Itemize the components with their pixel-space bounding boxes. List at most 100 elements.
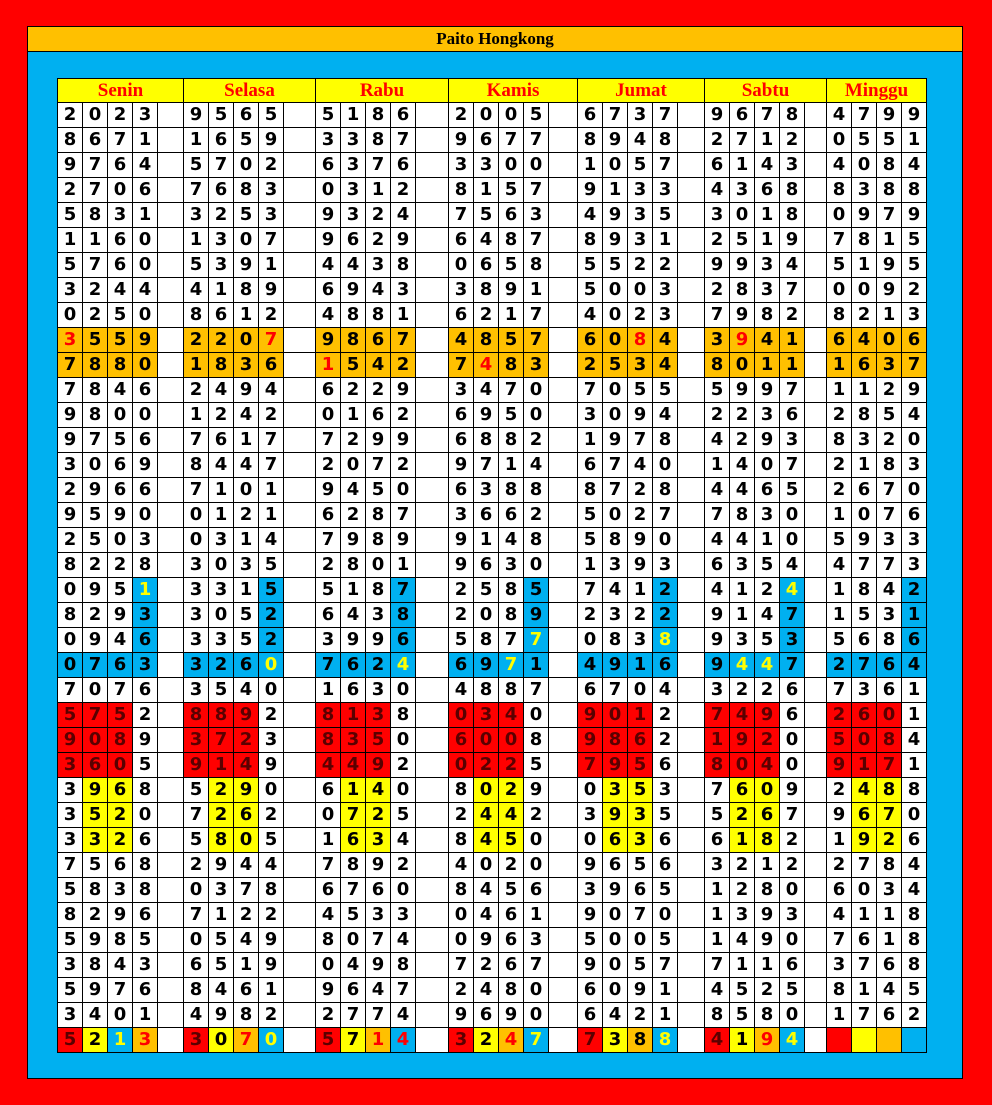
digit-cell: 2 (107, 827, 133, 853)
digit-cell: 0 (82, 102, 108, 128)
digit-cell: 3 (523, 352, 549, 378)
digit-cell: 7 (652, 502, 678, 528)
spacer-cell (283, 177, 316, 203)
spacer-cell (157, 652, 184, 678)
digit-cell: 6 (315, 602, 341, 628)
paito-panel: Paito Hongkong Senin Selasa Rabu Kamis Jumat… (27, 26, 963, 1079)
digit-cell: 0 (826, 277, 852, 303)
digit-cell: 2 (826, 852, 852, 878)
digit-cell: 3 (652, 277, 678, 303)
spacer-cell (804, 452, 827, 478)
digit-cell: 6 (315, 377, 341, 403)
page-title: Paito Hongkong (28, 27, 962, 52)
digit-cell: 5 (340, 902, 366, 928)
digit-cell: 0 (602, 302, 628, 328)
digit-cell: 7 (390, 327, 416, 353)
spacer-cell (548, 302, 578, 328)
spacer-cell (157, 727, 184, 753)
digit-cell: 9 (901, 377, 927, 403)
digit-cell: 2 (627, 502, 653, 528)
digit-cell: 6 (233, 977, 259, 1003)
digit-cell: 4 (258, 852, 284, 878)
digit-cell: 5 (602, 252, 628, 278)
digit-cell: 6 (729, 102, 755, 128)
spacer-cell (283, 702, 316, 728)
digit-cell: 9 (754, 902, 780, 928)
digit-cell: 3 (183, 552, 209, 578)
digit-cell: 3 (390, 902, 416, 928)
digit-cell: 6 (340, 977, 366, 1003)
digit-cell: 7 (851, 852, 877, 878)
digit-cell: 5 (602, 352, 628, 378)
digit-cell: 9 (876, 252, 902, 278)
digit-cell: 2 (473, 752, 499, 778)
digit-cell: 7 (82, 702, 108, 728)
digit-cell: 0 (390, 477, 416, 503)
digit-cell: 8 (779, 202, 805, 228)
digit-cell: 8 (498, 427, 524, 453)
digit-cell: 5 (826, 527, 852, 553)
digit-cell: 4 (826, 152, 852, 178)
digit-cell: 9 (729, 252, 755, 278)
digit-cell: 7 (901, 352, 927, 378)
digit-cell: 0 (57, 652, 83, 678)
digit-cell: 9 (448, 552, 474, 578)
spacer-cell (283, 852, 316, 878)
digit-cell: 8 (107, 927, 133, 953)
digit-cell (901, 1027, 927, 1053)
digit-cell: 4 (107, 952, 133, 978)
digit-cell: 3 (183, 727, 209, 753)
digit-cell: 8 (390, 252, 416, 278)
digit-cell: 5 (107, 577, 133, 603)
digit-cell: 4 (876, 977, 902, 1003)
digit-cell: 4 (390, 927, 416, 953)
digit-cell: 7 (826, 927, 852, 953)
digit-cell: 8 (132, 852, 158, 878)
digit-cell: 1 (57, 227, 83, 253)
digit-cell: 8 (82, 402, 108, 428)
digit-cell: 0 (577, 827, 603, 853)
digit-cell: 1 (627, 652, 653, 678)
digit-cell: 6 (107, 152, 133, 178)
digit-cell: 7 (652, 952, 678, 978)
digit-cell: 1 (729, 1027, 755, 1053)
spacer-cell (804, 1002, 827, 1028)
digit-cell: 4 (132, 277, 158, 303)
digit-cell: 7 (577, 577, 603, 603)
digit-cell: 3 (779, 152, 805, 178)
digit-cell: 7 (826, 227, 852, 253)
digit-cell: 8 (365, 502, 391, 528)
spacer-cell (804, 802, 827, 828)
digit-cell: 7 (183, 802, 209, 828)
digit-cell: 9 (365, 952, 391, 978)
digit-cell: 8 (183, 977, 209, 1003)
digit-cell: 8 (901, 952, 927, 978)
digit-cell: 0 (851, 877, 877, 903)
digit-cell: 3 (132, 602, 158, 628)
digit-cell: 3 (448, 1027, 474, 1053)
spacer-cell (677, 627, 705, 653)
digit-cell: 6 (577, 452, 603, 478)
digit-cell: 4 (107, 627, 133, 653)
digit-cell: 3 (627, 202, 653, 228)
digit-cell: 1 (779, 327, 805, 353)
digit-cell: 2 (523, 427, 549, 453)
digit-cell: 7 (602, 677, 628, 703)
digit-cell: 7 (523, 227, 549, 253)
digit-cell: 1 (826, 602, 852, 628)
digit-cell: 0 (390, 677, 416, 703)
digit-cell: 6 (473, 552, 499, 578)
digit-cell: 1 (851, 752, 877, 778)
digit-cell: 5 (57, 927, 83, 953)
digit-cell: 1 (901, 677, 927, 703)
digit-cell: 2 (704, 277, 730, 303)
day-header-kamis: Kamis (448, 78, 578, 103)
digit-cell: 7 (365, 1002, 391, 1028)
spacer-cell (415, 952, 449, 978)
digit-cell: 4 (315, 252, 341, 278)
spacer-cell (157, 452, 184, 478)
digit-cell: 7 (523, 177, 549, 203)
